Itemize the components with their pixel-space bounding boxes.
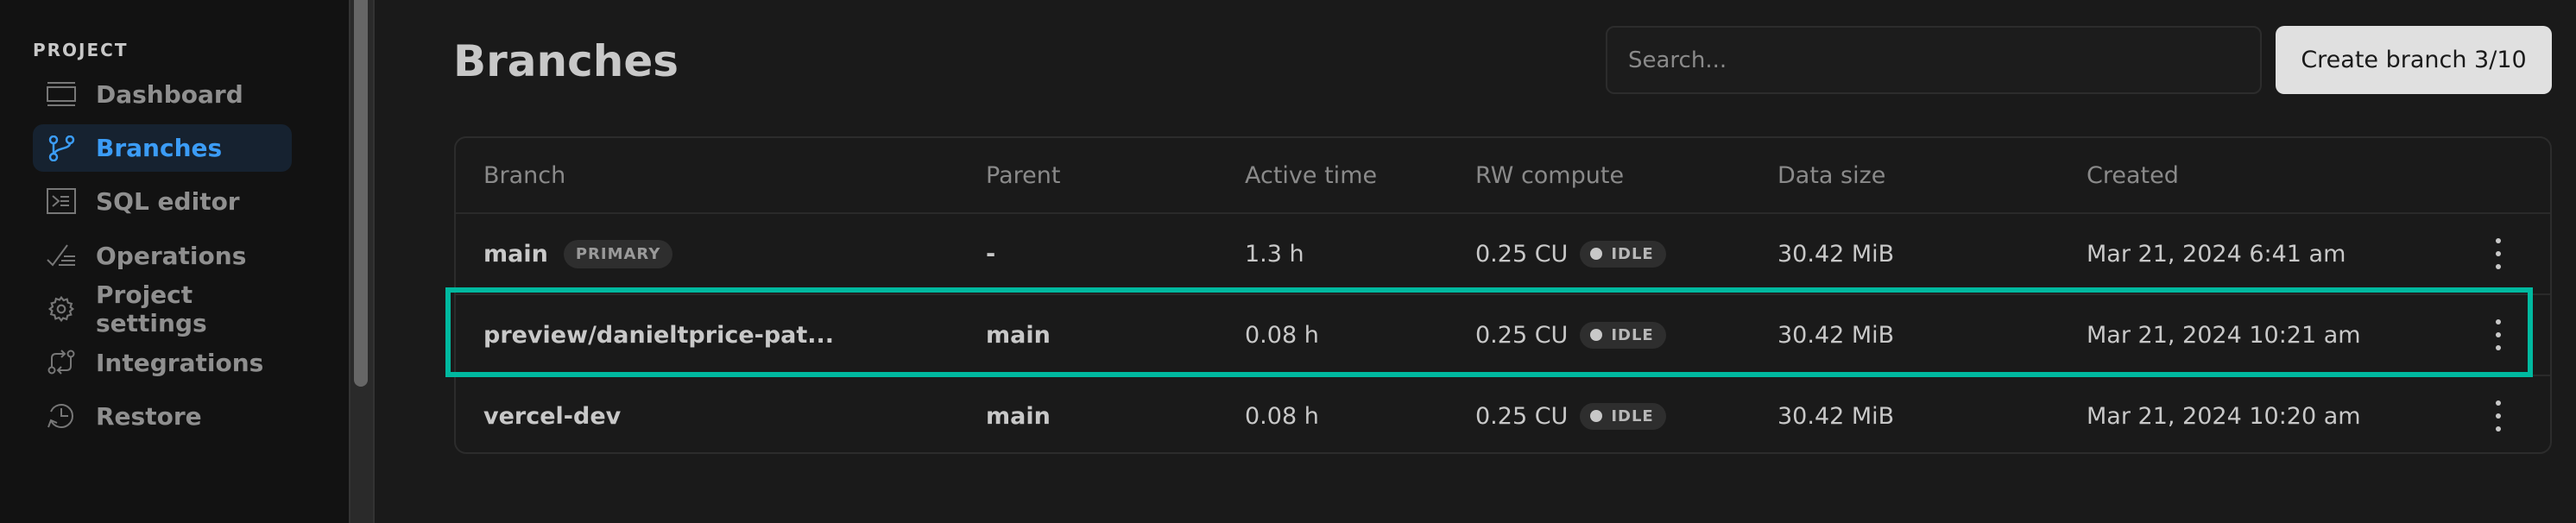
data-size: 30.42 MiB xyxy=(1777,402,1895,430)
compute: 0.25 CU xyxy=(1475,321,1569,349)
create-branch-button[interactable]: Create branch 3/10 xyxy=(2276,26,2552,94)
sidebar-item-integrations[interactable]: Integrations xyxy=(33,336,292,389)
sidebar-item-operations[interactable]: Operations xyxy=(33,229,292,282)
sidebar-item-label: Operations xyxy=(96,241,247,270)
integrations-icon xyxy=(47,348,76,377)
created: Mar 21, 2024 6:41 am xyxy=(2087,240,2346,268)
sidebar-item-project-settings[interactable]: Project settings xyxy=(33,280,292,337)
created: Mar 21, 2024 10:21 am xyxy=(2087,321,2361,349)
compute: 0.25 CU xyxy=(1475,402,1569,430)
more-options-icon[interactable] xyxy=(2490,238,2507,269)
column-header-created: Created xyxy=(2087,161,2179,189)
gear-icon xyxy=(47,294,76,324)
data-size: 30.42 MiB xyxy=(1777,321,1895,349)
status-badge: IDLE xyxy=(1580,321,1666,349)
sidebar: PROJECT Dashboard Branches SQL editor Op… xyxy=(0,0,349,523)
search-input[interactable] xyxy=(1606,26,2262,94)
branch-name[interactable]: preview/danieltprice-pat... xyxy=(483,321,835,349)
sidebar-section-title: PROJECT xyxy=(33,40,129,60)
sidebar-item-label: Restore xyxy=(96,401,202,431)
data-size: 30.42 MiB xyxy=(1777,240,1895,268)
active-time: 0.08 h xyxy=(1245,321,1319,349)
page-title: Branches xyxy=(453,36,679,86)
sidebar-item-branches[interactable]: Branches xyxy=(33,124,292,172)
status-text: IDLE xyxy=(1611,325,1654,344)
sidebar-item-label: Integrations xyxy=(96,348,264,377)
parent: - xyxy=(986,240,996,268)
column-header-rw-compute: RW compute xyxy=(1475,161,1625,189)
status-badge: IDLE xyxy=(1580,240,1666,268)
sidebar-item-label: Dashboard xyxy=(96,79,243,109)
sidebar-item-restore[interactable]: Restore xyxy=(33,389,292,443)
more-options-icon[interactable] xyxy=(2490,400,2507,432)
operations-icon xyxy=(47,241,76,270)
more-options-icon[interactable] xyxy=(2490,319,2507,350)
column-header-active-time: Active time xyxy=(1245,161,1378,189)
sidebar-item-label: Branches xyxy=(96,134,223,162)
scrollbar-thumb[interactable] xyxy=(354,0,368,387)
created: Mar 21, 2024 10:20 am xyxy=(2087,402,2361,430)
primary-badge: PRIMARY xyxy=(563,239,673,268)
sidebar-item-sql-editor[interactable]: SQL editor xyxy=(33,174,292,228)
sidebar-item-label: Project settings xyxy=(96,280,207,337)
column-header-data-size: Data size xyxy=(1777,161,1886,189)
table-row[interactable]: preview/danieltprice-pat... main 0.08 h … xyxy=(456,293,2550,375)
status-text: IDLE xyxy=(1611,244,1654,263)
table-row[interactable]: vercel-dev main 0.08 h 0.25 CU IDLE 30.42… xyxy=(456,375,2550,456)
sidebar-item-label: SQL editor xyxy=(96,186,240,216)
branch-name[interactable]: main xyxy=(483,240,548,268)
status-text: IDLE xyxy=(1611,406,1654,425)
status-dot-icon xyxy=(1590,329,1603,341)
status-dot-icon xyxy=(1590,248,1603,260)
branch-name[interactable]: vercel-dev xyxy=(483,402,622,430)
sidebar-item-dashboard[interactable]: Dashboard xyxy=(33,67,292,121)
restore-icon xyxy=(47,401,76,431)
parent: main xyxy=(986,321,1051,349)
column-header-parent: Parent xyxy=(986,161,1061,189)
branches-table: Branch Parent Active time RW compute Dat… xyxy=(454,136,2552,454)
table-row[interactable]: main PRIMARY - 1.3 h 0.25 CU IDLE 30.42 Mi… xyxy=(456,212,2550,293)
active-time: 0.08 h xyxy=(1245,402,1319,430)
parent: main xyxy=(986,402,1051,430)
column-header-branch: Branch xyxy=(483,161,566,189)
compute: 0.25 CU xyxy=(1475,240,1569,268)
dashboard-icon xyxy=(47,79,76,109)
terminal-icon xyxy=(47,186,76,216)
status-badge: IDLE xyxy=(1580,402,1666,430)
active-time: 1.3 h xyxy=(1245,240,1304,268)
status-dot-icon xyxy=(1590,410,1603,422)
table-header: Branch Parent Active time RW compute Dat… xyxy=(456,138,2550,212)
branch-icon xyxy=(47,134,76,163)
